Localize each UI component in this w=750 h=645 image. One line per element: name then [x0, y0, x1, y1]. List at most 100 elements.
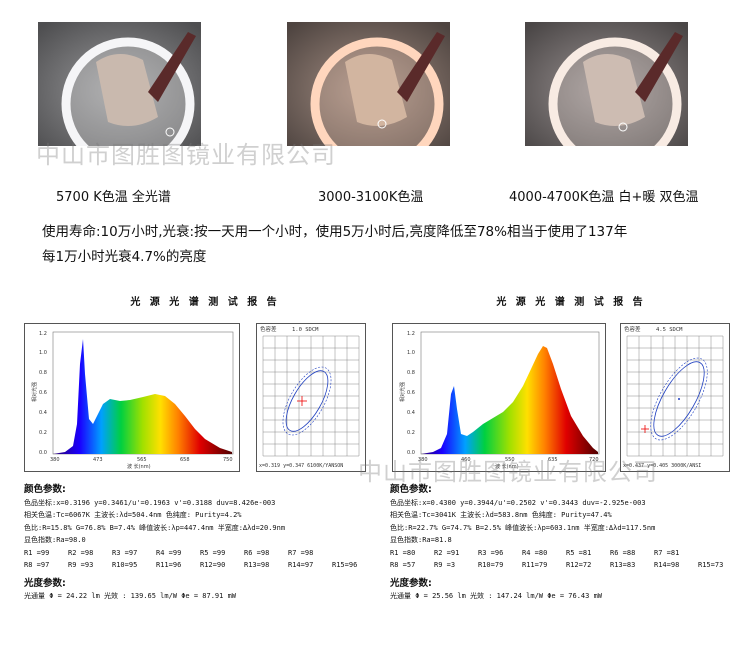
- ri-value: R3 =97: [112, 548, 138, 557]
- ri-value: R11=79: [522, 561, 548, 569]
- photo-caption-5700k: 5700 K色温 全光谱: [56, 190, 171, 205]
- x-tick-label: 565: [137, 457, 147, 463]
- ri-value: R1 =80: [390, 548, 416, 557]
- x-tick-label: 380: [50, 457, 60, 463]
- mirror-photo-4000k-image: [525, 22, 688, 146]
- color-params-heading: 颜色参数:: [390, 484, 432, 495]
- ri-value: R6 =98: [244, 548, 270, 557]
- ri-value: R3 =96: [478, 548, 504, 557]
- ri-value: R12=90: [200, 561, 226, 569]
- x-axis-label: 波 长(nm): [495, 463, 519, 470]
- ri-value: R14=98: [654, 561, 680, 569]
- chromaticity-chart: 色容差 4.5 SDCM x=0.437 y=0.405 3000K/ANSI: [620, 323, 730, 472]
- param-line: 色比:R=15.8% G=76.8% B=7.4% 峰值波长:λp=447.4n…: [24, 523, 286, 532]
- tolerance-label: 色容差: [260, 325, 277, 333]
- lifespan-text: 使用寿命:10万小时,光衰:按一天用一个小时，使用5万小时后,亮度降低至78%相…: [42, 220, 732, 270]
- ri-value: R9 =93: [68, 561, 94, 569]
- ri-value: R5 =99: [200, 548, 226, 557]
- ri-value: R15=73: [698, 561, 724, 569]
- ri-row-2: R8 =57 R9 =3 R10=79 R11=79 R12=72 R13=83 R14=9…: [390, 559, 728, 572]
- ri-value: R10=79: [478, 561, 504, 569]
- flux-line: 光通量 Φ = 24.22 lm 光效 : 139.65 lm/W Φe = 8…: [24, 592, 237, 600]
- mirror-photo-4000k: [525, 22, 688, 146]
- y-axis-label: 相对光强: [31, 382, 38, 402]
- y-tick-label: 0.0: [39, 450, 47, 456]
- spectrum-chart-svg: 1.2 1.0 0.8 0.6 0.4 0.2 0.0 相对光强 380 460…: [399, 331, 600, 470]
- tolerance-value: 1.0 SDCM: [292, 327, 319, 333]
- x-tick-label: 720: [589, 457, 599, 463]
- y-tick-label: 0.4: [39, 410, 47, 416]
- y-ticks: 1.2 1.0 0.8 0.6 0.4 0.2 0.0: [407, 331, 415, 456]
- y-tick-label: 0.4: [407, 410, 415, 416]
- watermark: 中山市图胜图镜业有限公司: [36, 141, 336, 169]
- chroma-coordinates: x=0.319 y=0.347 6100K/YANSON: [259, 463, 343, 469]
- ri-value: R8 =97: [24, 561, 50, 569]
- y-tick-label: 0.6: [407, 390, 415, 396]
- ri-value: R9 =3: [434, 561, 456, 569]
- spectrum-curve: [421, 346, 598, 454]
- flux-params-heading: 光度参数:: [390, 577, 432, 589]
- ri-value: R2 =98: [68, 548, 94, 557]
- ri-value: R10=95: [112, 561, 138, 569]
- flux-params-heading: 光度参数:: [24, 577, 66, 589]
- ri-value: R7 =81: [654, 548, 680, 557]
- spectrum-curve: [53, 339, 232, 454]
- ri-value: R8 =57: [390, 561, 416, 569]
- ri-row-2: R8 =97 R9 =93 R10=95 R11=96 R12=90 R13=98 R14=…: [24, 559, 362, 572]
- y-tick-label: 1.2: [39, 331, 47, 337]
- x-tick-label: 473: [93, 457, 103, 463]
- chroma-coordinates: x=0.437 y=0.405 3000K/ANSI: [623, 463, 701, 469]
- param-line: 色品坐标:x=0.4300 y=0.3944/u'=0.2502 v'=0.34…: [390, 498, 646, 507]
- param-line: 相关色温:Tc=6067K 主波长:λd=504.4nm 色纯度: Purity…: [24, 511, 242, 519]
- mirror-photo-5700k-image: [38, 22, 201, 146]
- tolerance-value: 4.5 SDCM: [656, 327, 683, 333]
- ri-row-1: R1 =99 R2 =98 R3 =97 R4 =99 R5 =99 R6 =98 R7 =…: [24, 547, 362, 560]
- lifespan-line-1: 使用寿命:10万小时,光衰:按一天用一个小时，使用5万小时后,亮度降低至78%相…: [42, 224, 628, 240]
- x-ticks: 380 473 565 658 750: [50, 457, 233, 463]
- ri-value: R15=96: [332, 561, 358, 569]
- x-tick-label: 550: [505, 457, 515, 463]
- photo-caption-4000k: 4000-4700K色温 白+暖 双色温: [509, 190, 699, 205]
- param-line: 色品坐标:x=0.3196 y=0.3461/u'=0.1963 v'=0.31…: [24, 498, 276, 507]
- y-tick-label: 1.2: [407, 331, 415, 337]
- param-line: 显色指数:Ra=98.0: [24, 536, 86, 544]
- x-tick-label: 380: [418, 457, 428, 463]
- x-axis-label: 波 长(nm): [127, 463, 151, 470]
- flux-line: 光通量 Φ = 25.56 lm 光效 : 147.24 lm/W Φe = 7…: [390, 592, 603, 600]
- ri-value: R1 =99: [24, 548, 50, 557]
- y-axis-label: 相对光强: [399, 382, 406, 402]
- mirror-photo-3000k-image: [287, 22, 450, 146]
- mirror-photo-3000k: [287, 22, 450, 146]
- y-tick-label: 0.8: [407, 370, 415, 376]
- param-line: 色比:R=22.7% G=74.7% B=2.5% 峰值波长:λp=603.1n…: [390, 523, 656, 532]
- chromaticity-chart-svg: 色容差 1.0 SDCM x=0.319 y=0.347 6100K/YANSO…: [259, 325, 360, 469]
- watermark-overlay: 中山市图胜图镜业有限公司: [358, 458, 658, 486]
- x-tick-label: 750: [223, 457, 233, 463]
- spectrum-chart-svg: 1.2 1.0 0.8 0.6 0.4 0.2 0.0 相对光强 380 473…: [31, 331, 234, 470]
- report-title: 光 源 光 谱 测 试 报 告: [496, 297, 646, 308]
- y-tick-label: 0.8: [39, 370, 47, 376]
- ri-value: R4 =99: [156, 548, 182, 557]
- tolerance-label: 色容差: [624, 325, 641, 333]
- mirror-photo-5700k: [38, 22, 201, 146]
- x-tick-label: 460: [461, 457, 471, 463]
- ri-value: R2 =91: [434, 548, 460, 557]
- param-line: 相关色温:Tc=3041K 主波长:λd=583.8nm 色纯度: Purity…: [390, 511, 612, 519]
- ri-value: R14=97: [288, 561, 314, 569]
- ri-value: R4 =80: [522, 548, 548, 557]
- spectrum-chart: 1.2 1.0 0.8 0.6 0.4 0.2 0.0 相对光强 380 473…: [24, 323, 240, 472]
- y-tick-label: 1.0: [407, 350, 415, 356]
- param-line: 显色指数:Ra=81.8: [390, 536, 452, 544]
- ri-value: R13=98: [244, 561, 270, 569]
- ri-value: R13=83: [610, 561, 636, 569]
- chromaticity-chart-svg: 色容差 4.5 SDCM x=0.437 y=0.405 3000K/ANSI: [623, 325, 724, 469]
- ri-value: R11=96: [156, 561, 182, 569]
- ri-value: R6 =88: [610, 548, 636, 557]
- y-tick-label: 0.2: [39, 430, 47, 436]
- x-tick-label: 635: [548, 457, 558, 463]
- y-tick-label: 0.6: [39, 390, 47, 396]
- photo-caption-3000k: 3000-3100K色温: [318, 190, 424, 205]
- y-tick-label: 0.2: [407, 430, 415, 436]
- report-title: 光 源 光 谱 测 试 报 告: [130, 297, 280, 308]
- x-tick-label: 658: [180, 457, 190, 463]
